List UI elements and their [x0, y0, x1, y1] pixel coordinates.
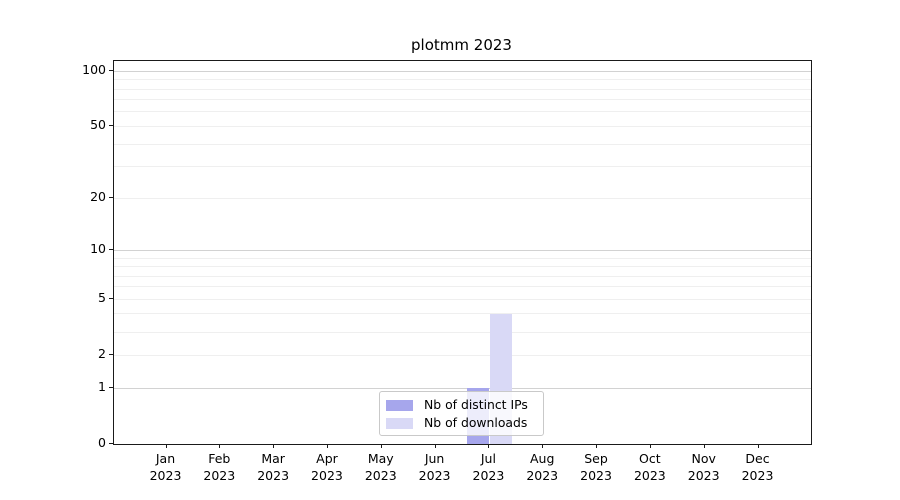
- gridline-minor-7: [114, 275, 811, 277]
- x-tick-label-apr: Apr 2023: [311, 451, 343, 483]
- gridline-minor-60: [114, 111, 811, 113]
- chart-title: plotmm 2023: [411, 36, 512, 54]
- gridline-minor-50: [114, 125, 811, 127]
- x-tick-mark-sep: [596, 444, 598, 448]
- x-tick-label-oct: Oct 2023: [633, 451, 666, 483]
- legend-row-nb-of-distinct-ips: Nb of distinct IPs: [386, 398, 535, 412]
- y-tick-mark-0: [109, 443, 113, 444]
- y-tick-mark-100: [109, 70, 113, 72]
- y-tick-label-0: 0: [98, 435, 106, 450]
- gridline-minor-8: [114, 266, 811, 267]
- legend-label-nb-of-distinct-ips: Nb of distinct IPs: [424, 397, 528, 412]
- legend-swatch-icon-nb-of-downloads: [386, 417, 413, 429]
- gridline-minor-40: [114, 143, 811, 145]
- x-tick-label-mar: Mar 2023: [257, 451, 290, 483]
- gridline-minor-2: [114, 354, 811, 356]
- gridline-minor-9: [114, 257, 811, 259]
- x-tick-mark-may: [380, 444, 382, 448]
- gridline-minor-6: [114, 286, 811, 288]
- gridline-major-1: [114, 387, 811, 389]
- x-tick-label-jul: Jul 2023: [472, 451, 505, 483]
- gridline-minor-20: [114, 197, 811, 199]
- y-tick-mark-2: [109, 354, 113, 356]
- x-tick-label-sep: Sep 2023: [580, 451, 612, 483]
- x-tick-mark-jun: [434, 444, 436, 448]
- legend: Nb of distinct IPs Nb of downloads: [379, 391, 544, 436]
- gridline-major-100: [114, 70, 811, 72]
- gridline-major-10: [114, 249, 811, 251]
- x-tick-mark-aug: [542, 444, 544, 448]
- y-tick-label-50: 50: [90, 117, 106, 133]
- gridline-minor-3: [114, 331, 811, 333]
- gridline-minor-4: [114, 313, 811, 315]
- y-tick-label-2: 2: [98, 346, 106, 362]
- y-tick-mark-50: [109, 125, 113, 127]
- x-tick-label-feb: Feb 2023: [203, 451, 236, 483]
- x-tick-label-jun: Jun 2023: [418, 451, 451, 483]
- x-tick-mark-dec: [757, 444, 759, 448]
- y-tick-mark-20: [109, 197, 113, 199]
- gridline-minor-5: [114, 298, 811, 300]
- x-tick-mark-feb: [219, 444, 221, 448]
- x-tick-mark-nov: [703, 444, 705, 448]
- legend-swatch-icon-nb-of-distinct-ips: [386, 399, 413, 411]
- legend-row-nb-of-downloads: Nb of downloads: [386, 416, 535, 430]
- x-tick-mark-apr: [326, 444, 328, 448]
- gridline-minor-80: [114, 88, 811, 90]
- y-tick-mark-1: [109, 387, 113, 388]
- x-tick-mark-jan: [165, 444, 167, 448]
- gridline-minor-30: [114, 166, 811, 168]
- plot-area: [113, 60, 812, 445]
- y-tick-label-5: 5: [98, 290, 106, 306]
- x-tick-label-aug: Aug 2023: [526, 451, 559, 483]
- y-tick-mark-10: [109, 249, 113, 251]
- legend-label-nb-of-downloads: Nb of downloads: [424, 415, 528, 430]
- x-tick-label-may: May 2023: [364, 451, 397, 483]
- gridline-minor-70: [114, 99, 811, 101]
- x-tick-mark-mar: [273, 444, 275, 448]
- x-tick-label-nov: Nov 2023: [687, 451, 720, 483]
- x-tick-mark-oct: [649, 444, 651, 448]
- x-tick-mark-jul: [488, 444, 490, 448]
- gridline-minor-90: [114, 79, 811, 81]
- y-tick-label-10: 10: [90, 241, 106, 257]
- x-tick-label-dec: Dec 2023: [741, 451, 774, 483]
- y-tick-mark-5: [109, 298, 113, 300]
- y-tick-label-100: 100: [82, 62, 106, 78]
- x-tick-label-jan: Jan 2023: [149, 451, 182, 483]
- y-tick-label-20: 20: [90, 189, 106, 205]
- y-tick-label-1: 1: [98, 379, 106, 394]
